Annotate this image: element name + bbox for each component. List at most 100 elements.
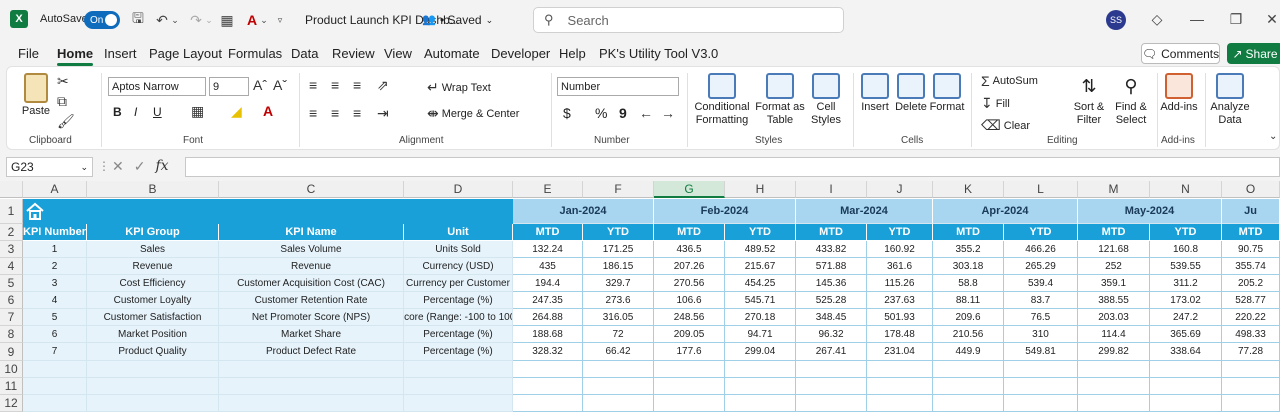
column-title[interactable]: KPI Name — [219, 224, 404, 241]
close-icon[interactable]: ✕ — [1266, 10, 1278, 27]
table-cell[interactable]: 94.71 — [725, 326, 796, 343]
period-header[interactable]: YTD — [583, 224, 654, 241]
font-name-select[interactable]: Aptos Narrow — [108, 77, 206, 96]
borders-icon[interactable]: ▦ — [191, 103, 205, 119]
table-cell[interactable]: 96.32 — [796, 326, 867, 343]
empty-cell[interactable] — [1078, 395, 1150, 412]
sort-filter-button[interactable]: ⇅ Sort & Filter — [1069, 73, 1109, 127]
table-cell[interactable]: Product Defect Rate — [219, 343, 404, 361]
table-cell[interactable]: Market Position — [87, 326, 219, 343]
period-header[interactable]: MTD — [1222, 224, 1280, 241]
table-cell[interactable]: 121.68 — [1078, 241, 1150, 258]
table-cell[interactable]: 177.6 — [654, 343, 725, 361]
column-header-a[interactable]: A — [23, 181, 87, 198]
row-header-6[interactable]: 6 — [0, 292, 23, 309]
format-painter-icon[interactable]: 🖌 — [57, 113, 75, 129]
row-header-8[interactable]: 8 — [0, 326, 23, 343]
empty-cell[interactable] — [404, 395, 513, 412]
empty-cell[interactable] — [867, 361, 933, 378]
save-status[interactable]: • Saved ⌄ — [440, 13, 493, 27]
tab-insert[interactable]: Insert — [104, 46, 137, 61]
empty-cell[interactable] — [725, 378, 796, 395]
cut-icon[interactable]: ✂ — [57, 73, 69, 89]
row-header-2[interactable]: 2 — [0, 224, 23, 241]
table-cell[interactable]: 436.5 — [654, 241, 725, 258]
table-cell[interactable]: 273.6 — [583, 292, 654, 309]
font-color-dropdown-icon[interactable]: ⌄ — [260, 14, 268, 25]
table-cell[interactable]: 264.88 — [513, 309, 583, 326]
document-title[interactable]: Product Launch KPI Dashb... — [305, 13, 460, 27]
table-cell[interactable]: Currency per Customer — [404, 275, 513, 292]
empty-cell[interactable] — [513, 378, 583, 395]
table-cell[interactable]: 1 — [23, 241, 87, 258]
table-cell[interactable]: 209.6 — [933, 309, 1004, 326]
table-cell[interactable]: 388.55 — [1078, 292, 1150, 309]
table-cell[interactable]: 454.25 — [725, 275, 796, 292]
column-header-l[interactable]: L — [1004, 181, 1078, 198]
table-cell[interactable]: Customer Retention Rate — [219, 292, 404, 309]
month-header[interactable]: Feb-2024 — [654, 199, 796, 224]
month-header[interactable]: Apr-2024 — [933, 199, 1078, 224]
table-cell[interactable]: 88.11 — [933, 292, 1004, 309]
table-cell[interactable]: 267.41 — [796, 343, 867, 361]
increase-decimal-icon[interactable]: ← — [639, 105, 653, 121]
table-cell[interactable]: 355.2 — [933, 241, 1004, 258]
column-header-o[interactable]: O — [1222, 181, 1280, 198]
empty-cell[interactable] — [725, 361, 796, 378]
column-header-d[interactable]: D — [404, 181, 513, 198]
diamond-icon[interactable]: ◇ — [1151, 10, 1163, 27]
table-cell[interactable]: 237.63 — [867, 292, 933, 309]
table-cell[interactable]: 365.69 — [1150, 326, 1222, 343]
table-cell[interactable]: 106.6 — [654, 292, 725, 309]
font-size-select[interactable]: 9 — [209, 77, 249, 96]
table-cell[interactable]: 498.33 — [1222, 326, 1280, 343]
enter-icon[interactable]: ✓ — [133, 158, 146, 174]
table-cell[interactable]: 545.71 — [725, 292, 796, 309]
font-color-icon[interactable]: A — [263, 103, 274, 119]
table-cell[interactable]: Cost Efficiency — [87, 275, 219, 292]
decrease-decimal-icon[interactable]: → — [661, 105, 675, 121]
empty-cell[interactable] — [654, 395, 725, 412]
column-header-g[interactable]: G — [654, 181, 725, 198]
row-header-3[interactable]: 3 — [0, 241, 23, 258]
table-cell[interactable]: 203.03 — [1078, 309, 1150, 326]
table-cell[interactable]: 194.4 — [513, 275, 583, 292]
column-header-k[interactable]: K — [933, 181, 1004, 198]
borders-icon[interactable]: ▦ — [220, 11, 234, 28]
column-header-e[interactable]: E — [513, 181, 583, 198]
period-header[interactable]: YTD — [1004, 224, 1078, 241]
ribbon-collapse-icon[interactable]: ⌄ — [1269, 131, 1278, 142]
align-bottom-icon[interactable]: ≡ — [353, 77, 362, 93]
undo-icon[interactable]: ↶ — [156, 11, 168, 28]
table-cell[interactable]: 160.8 — [1150, 241, 1222, 258]
table-cell[interactable]: 270.56 — [654, 275, 725, 292]
table-cell[interactable]: Sales — [87, 241, 219, 258]
table-cell[interactable]: 83.7 — [1004, 292, 1078, 309]
empty-cell[interactable] — [23, 361, 87, 378]
analyze-data-button[interactable]: Analyze Data — [1209, 73, 1251, 127]
table-cell[interactable]: 132.24 — [513, 241, 583, 258]
tab-formulas[interactable]: Formulas — [228, 46, 283, 61]
table-cell[interactable]: 265.29 — [1004, 258, 1078, 275]
indent-icon[interactable]: ⇥ — [377, 105, 389, 121]
empty-cell[interactable] — [1150, 361, 1222, 378]
table-cell[interactable]: 449.9 — [933, 343, 1004, 361]
table-cell[interactable]: 248.56 — [654, 309, 725, 326]
tab-review[interactable]: Review — [332, 46, 375, 61]
align-top-icon[interactable]: ≡ — [309, 77, 318, 93]
empty-cell[interactable] — [1222, 378, 1280, 395]
table-cell[interactable]: Product Quality — [87, 343, 219, 361]
column-header-c[interactable]: C — [219, 181, 404, 198]
comments-button[interactable]: 🗨 Comments — [1141, 43, 1220, 64]
table-cell[interactable]: Revenue — [87, 258, 219, 275]
empty-cell[interactable] — [219, 395, 404, 412]
period-header[interactable]: YTD — [867, 224, 933, 241]
empty-cell[interactable] — [725, 395, 796, 412]
table-cell[interactable]: 77.28 — [1222, 343, 1280, 361]
table-cell[interactable]: 328.32 — [513, 343, 583, 361]
table-cell[interactable]: Currency (USD) — [404, 258, 513, 275]
avatar[interactable]: SS — [1106, 10, 1126, 30]
table-cell[interactable]: 76.5 — [1004, 309, 1078, 326]
fill-button[interactable]: ↧ Fill — [981, 95, 1010, 112]
empty-cell[interactable] — [933, 378, 1004, 395]
